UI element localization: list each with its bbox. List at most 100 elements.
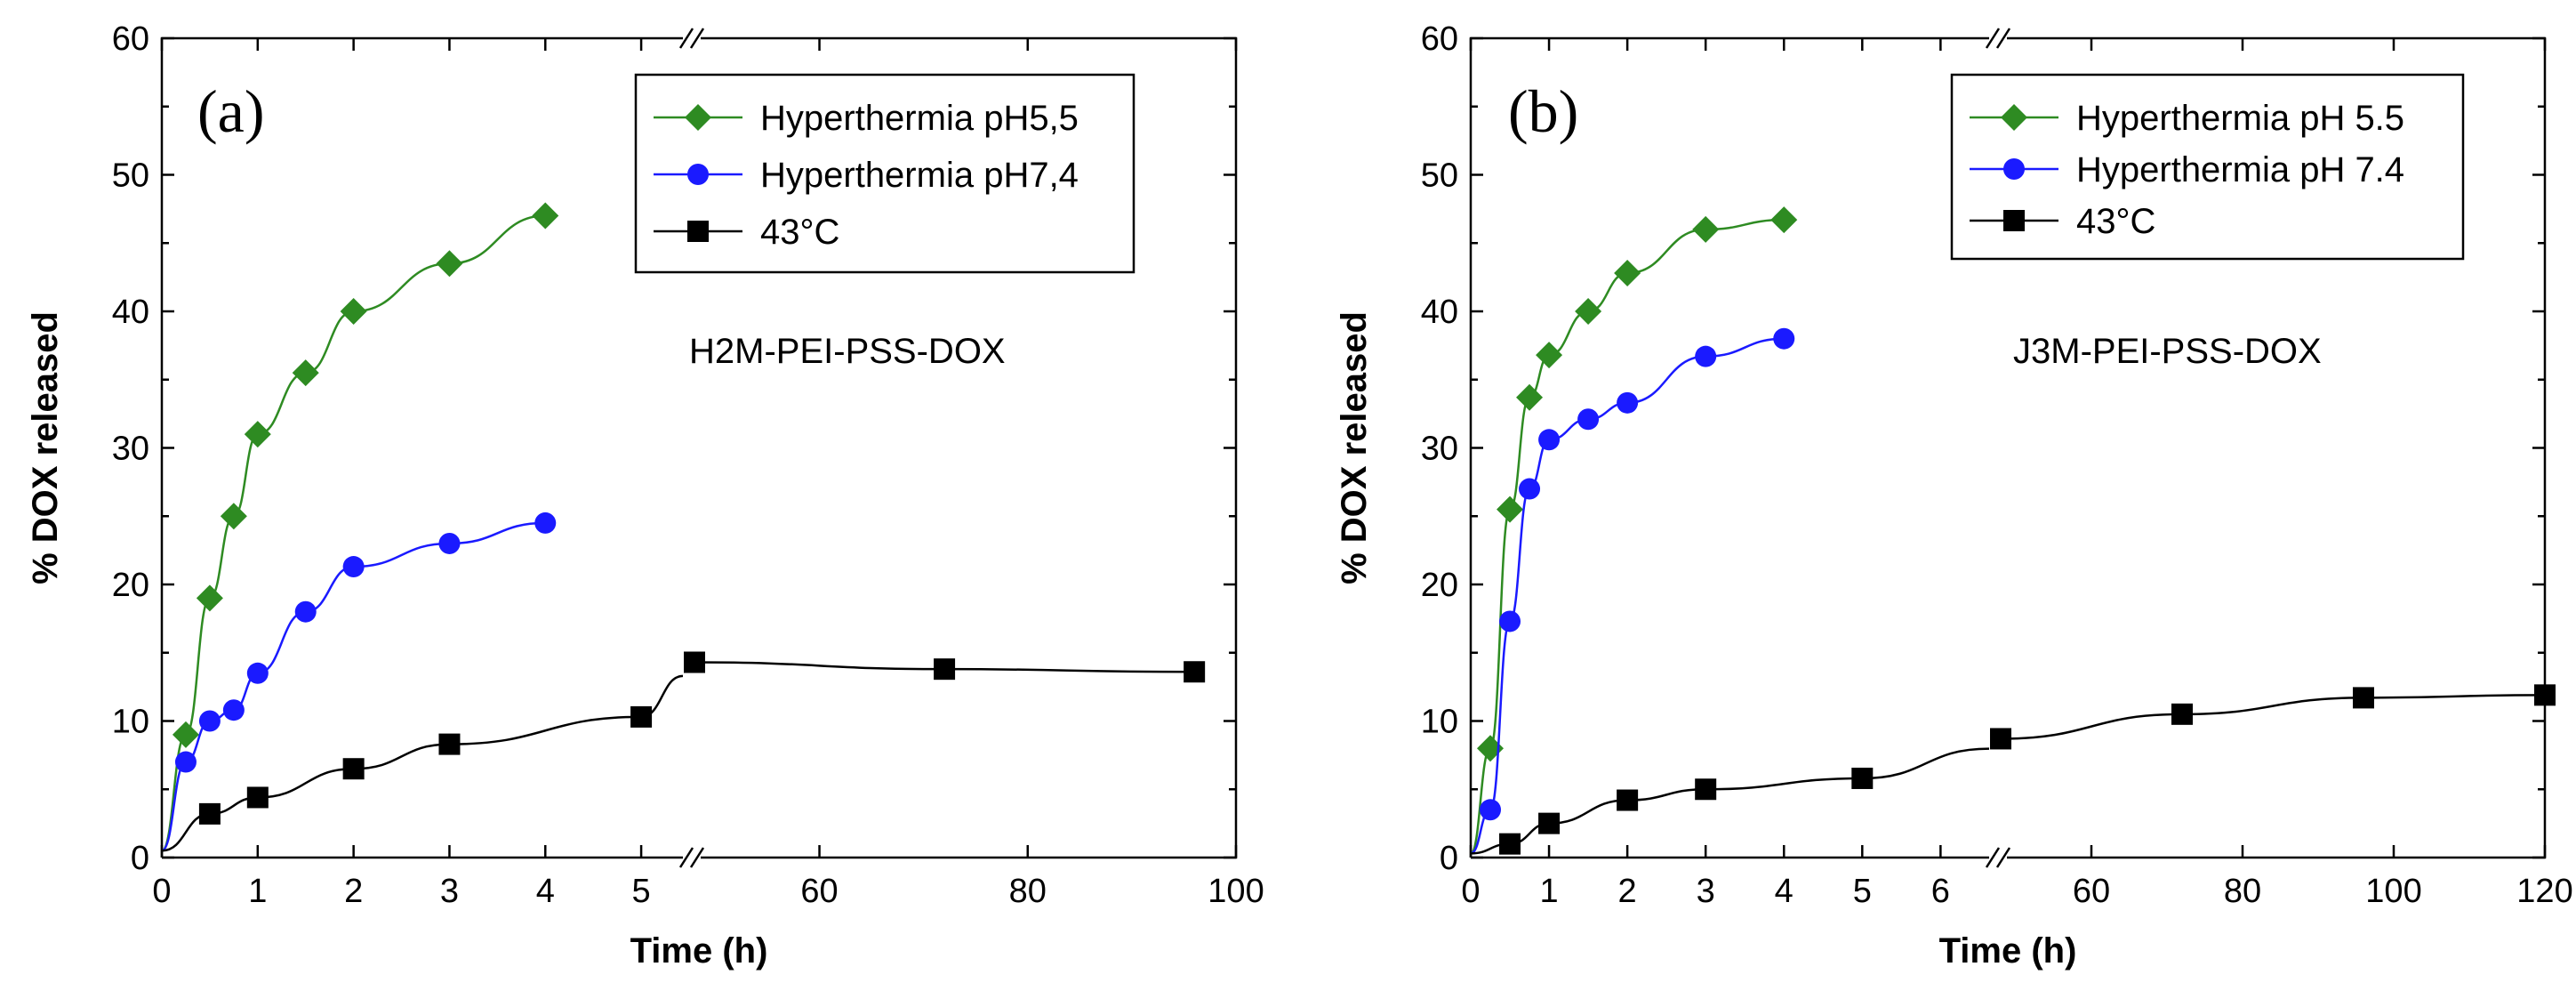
y-tick-label: 10 — [1421, 704, 1458, 741]
x-tick-label: 4 — [536, 873, 555, 910]
legend-label: Hyperthermia pH5,5 — [760, 99, 1079, 138]
chart-panel-a: 0 10 20 30 40 50 60 0 1 2 3 4 5 60 80 100 Time (h) % DOX … — [26, 20, 1264, 971]
data-point — [1184, 661, 1206, 683]
y-tick-label: 30 — [1421, 431, 1458, 468]
series-circle — [161, 512, 557, 852]
data-point — [1770, 206, 1798, 234]
data-point — [2353, 687, 2374, 709]
y-axis-title: % DOX released — [26, 311, 65, 584]
data-point — [198, 710, 221, 732]
data-point — [220, 503, 247, 530]
legend-marker — [2003, 210, 2025, 231]
data-point — [1773, 327, 1795, 350]
x-tick-label: 0 — [1461, 873, 1480, 910]
series-square — [1470, 684, 2556, 855]
y-tick-label: 20 — [112, 567, 149, 604]
data-point — [198, 802, 221, 825]
data-point — [2171, 703, 2193, 725]
x-tick-label: 4 — [1775, 873, 1794, 910]
legend: Hyperthermia pH5,5 Hyperthermia pH7,4 43°C — [634, 73, 1136, 274]
data-point — [292, 359, 319, 387]
x-tick-label: 6 — [1931, 873, 1950, 910]
data-point — [174, 751, 197, 773]
x-tick-label: 120 — [2516, 873, 2572, 910]
y-tick-label: 60 — [112, 20, 149, 58]
panel-label: (a) — [197, 77, 264, 145]
series-line — [1470, 747, 1990, 855]
legend-label: Hyperthermia pH7,4 — [760, 156, 1079, 195]
data-point — [1538, 429, 1561, 451]
data-point — [1519, 478, 1541, 500]
axis-break-mark — [1985, 28, 2001, 49]
x-tick-label: 80 — [1009, 873, 1047, 910]
x-tick-label: 1 — [248, 873, 267, 910]
sample-annotation: J3M-PEI-PSS-DOX — [2013, 332, 2322, 371]
data-point — [244, 421, 271, 448]
data-point — [1499, 833, 1521, 855]
y-tick-label: 0 — [131, 840, 149, 877]
data-point — [1577, 408, 1600, 431]
y-tick-label: 20 — [1421, 567, 1458, 604]
y-tick-label: 40 — [1421, 294, 1458, 331]
data-point — [1499, 610, 1521, 632]
data-point — [630, 705, 653, 728]
legend-label: Hyperthermia pH 5.5 — [2076, 99, 2404, 138]
legend-label: 43°C — [2076, 202, 2155, 241]
data-point — [1538, 812, 1561, 834]
legend-marker — [687, 221, 709, 242]
chart-panel-b: 0 10 20 30 40 50 60 0 1 2 3 4 5 6 60 80 100 120 Time (h) % … — [1335, 20, 2573, 971]
data-point — [684, 651, 705, 673]
axis-break-mark — [1995, 28, 2011, 49]
series-diamond — [160, 202, 559, 852]
panel-label: (b) — [1508, 77, 1578, 145]
data-point — [934, 658, 956, 681]
x-tick-label: 80 — [2224, 873, 2261, 910]
data-point — [436, 250, 463, 278]
legend-label: Hyperthermia pH 7.4 — [2076, 150, 2404, 189]
axis-break-mark — [689, 28, 705, 49]
legend-marker — [2001, 104, 2027, 131]
x-tick-label: 100 — [1208, 873, 1264, 910]
legend: Hyperthermia pH 5.5 Hyperthermia pH 7.4 43… — [1950, 73, 2465, 261]
x-axis-title: Time (h) — [630, 931, 768, 971]
data-point — [2534, 684, 2556, 706]
axis-break-mark — [689, 847, 705, 868]
y-tick-label: 10 — [112, 704, 149, 741]
plot-frame-left — [160, 36, 683, 858]
axis-break-mark — [1985, 847, 2001, 868]
data-point — [438, 733, 461, 755]
x-tick-label: 60 — [800, 873, 838, 910]
x-tick-label: 2 — [1618, 873, 1637, 910]
x-tick-label: 5 — [1853, 873, 1872, 910]
series-diamond — [1469, 206, 1798, 855]
x-axis-title: Time (h) — [1939, 931, 2077, 971]
data-point — [246, 786, 269, 809]
x-tick-label: 1 — [1539, 873, 1558, 910]
x-tick-label: 5 — [632, 873, 651, 910]
y-axis-title: % DOX released — [1335, 311, 1374, 584]
x-tick-label: 0 — [152, 873, 171, 910]
series-square — [161, 651, 1206, 852]
x-tick-label: 2 — [344, 873, 363, 910]
data-point — [172, 721, 199, 748]
x-tick-label: 100 — [2365, 873, 2421, 910]
legend-label: 43°C — [760, 213, 839, 252]
series-circle — [1470, 327, 1795, 855]
data-point — [1617, 789, 1639, 811]
data-point — [1575, 298, 1602, 325]
data-point — [532, 202, 559, 230]
data-point — [438, 532, 461, 554]
sample-annotation: H2M-PEI-PSS-DOX — [689, 332, 1006, 371]
data-point — [340, 298, 367, 325]
data-point — [1990, 728, 2011, 750]
data-point — [1614, 260, 1641, 287]
y-tick-label: 0 — [1440, 840, 1458, 877]
data-point — [342, 556, 365, 578]
data-point — [294, 600, 317, 623]
data-point — [534, 512, 557, 534]
data-point — [196, 584, 223, 612]
series-line — [1469, 218, 1785, 855]
data-point — [1692, 215, 1720, 243]
data-point — [1536, 342, 1563, 369]
